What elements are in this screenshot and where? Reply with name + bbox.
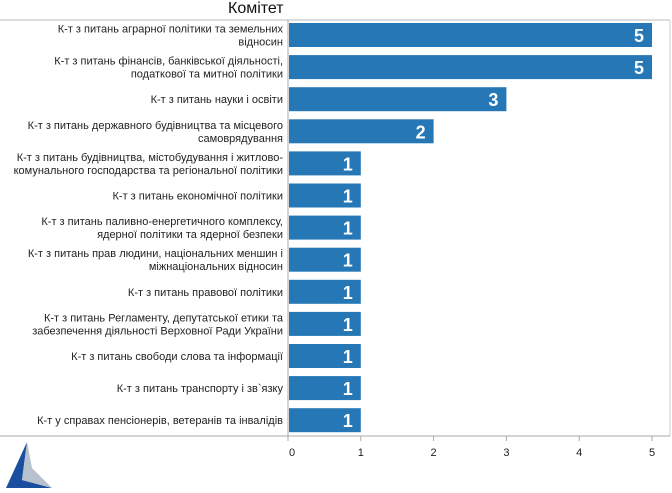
data-label: 1 — [343, 283, 353, 303]
data-label: 1 — [343, 154, 353, 174]
data-label: 1 — [343, 251, 353, 271]
category-label: К-т з питань паливно-енергетичного компл… — [41, 216, 283, 228]
bar — [289, 408, 361, 433]
category-label: К-т з питань будівництва, містобудування… — [17, 152, 284, 164]
bar — [289, 376, 361, 401]
bar-chart: 5 К-т з питань аграрної політики та земел… — [0, 19, 671, 459]
bar — [289, 87, 507, 112]
category-label: К-т з питань прав людини, національних м… — [28, 248, 283, 260]
chart-title: Комітет — [228, 0, 284, 17]
category-label: К-т з питань науки і освіти — [151, 94, 283, 106]
bar — [289, 119, 434, 144]
x-tick-label: 4 — [576, 447, 582, 459]
x-tick-label: 5 — [649, 447, 655, 459]
bar — [289, 151, 361, 176]
data-label: 5 — [634, 58, 644, 78]
bar — [289, 279, 361, 304]
category-label: ядерної політики та ядерної безпеки — [97, 229, 283, 241]
category-label: комунального господарства та регіонально… — [14, 165, 283, 177]
category-label: К-т з питань правової політики — [128, 287, 283, 299]
category-label: податкової та митної політики — [131, 69, 283, 81]
data-label: 1 — [343, 379, 353, 399]
category-label: К-т з питань економічної політики — [113, 191, 284, 203]
category-label: міжнаціональних відносин — [149, 261, 283, 273]
bar — [289, 215, 361, 240]
data-label: 1 — [343, 187, 353, 207]
bar — [289, 183, 361, 208]
x-tick-label: 2 — [431, 447, 437, 459]
category-label: К-т з питань фінансів, банківської діяль… — [54, 56, 283, 68]
x-tick-label: 1 — [358, 447, 364, 459]
bar — [289, 247, 361, 272]
category-label: самоврядування — [198, 133, 283, 145]
data-label: 3 — [488, 90, 498, 110]
bar — [289, 344, 361, 368]
category-label: відносин — [238, 37, 283, 49]
category-label: забезпечення діяльності Верховної Ради У… — [32, 325, 283, 337]
data-label: 1 — [343, 411, 353, 431]
category-label: К-т з питань свободи слова та інформації — [71, 351, 283, 363]
category-label: К-т з питань Регламенту, депутатської ет… — [44, 312, 284, 324]
category-label: К-т з питань державного будівництва та м… — [28, 120, 283, 132]
category-label: К-т у справах пенсіонерів, ветеранів та … — [37, 415, 283, 427]
data-label: 1 — [343, 315, 353, 335]
logo-icon — [6, 442, 52, 488]
data-label: 5 — [634, 26, 644, 46]
bar — [289, 23, 652, 47]
category-label: К-т з питань транспорту і зв`язку — [117, 383, 284, 395]
bar — [289, 55, 652, 80]
category-label: К-т з питань аграрної політики та земель… — [58, 24, 284, 36]
data-label: 2 — [416, 122, 426, 142]
bar — [289, 311, 361, 336]
x-tick-label: 3 — [503, 447, 509, 459]
data-label: 1 — [343, 347, 353, 367]
data-label: 1 — [343, 219, 353, 239]
x-tick-label: 0 — [289, 447, 295, 459]
